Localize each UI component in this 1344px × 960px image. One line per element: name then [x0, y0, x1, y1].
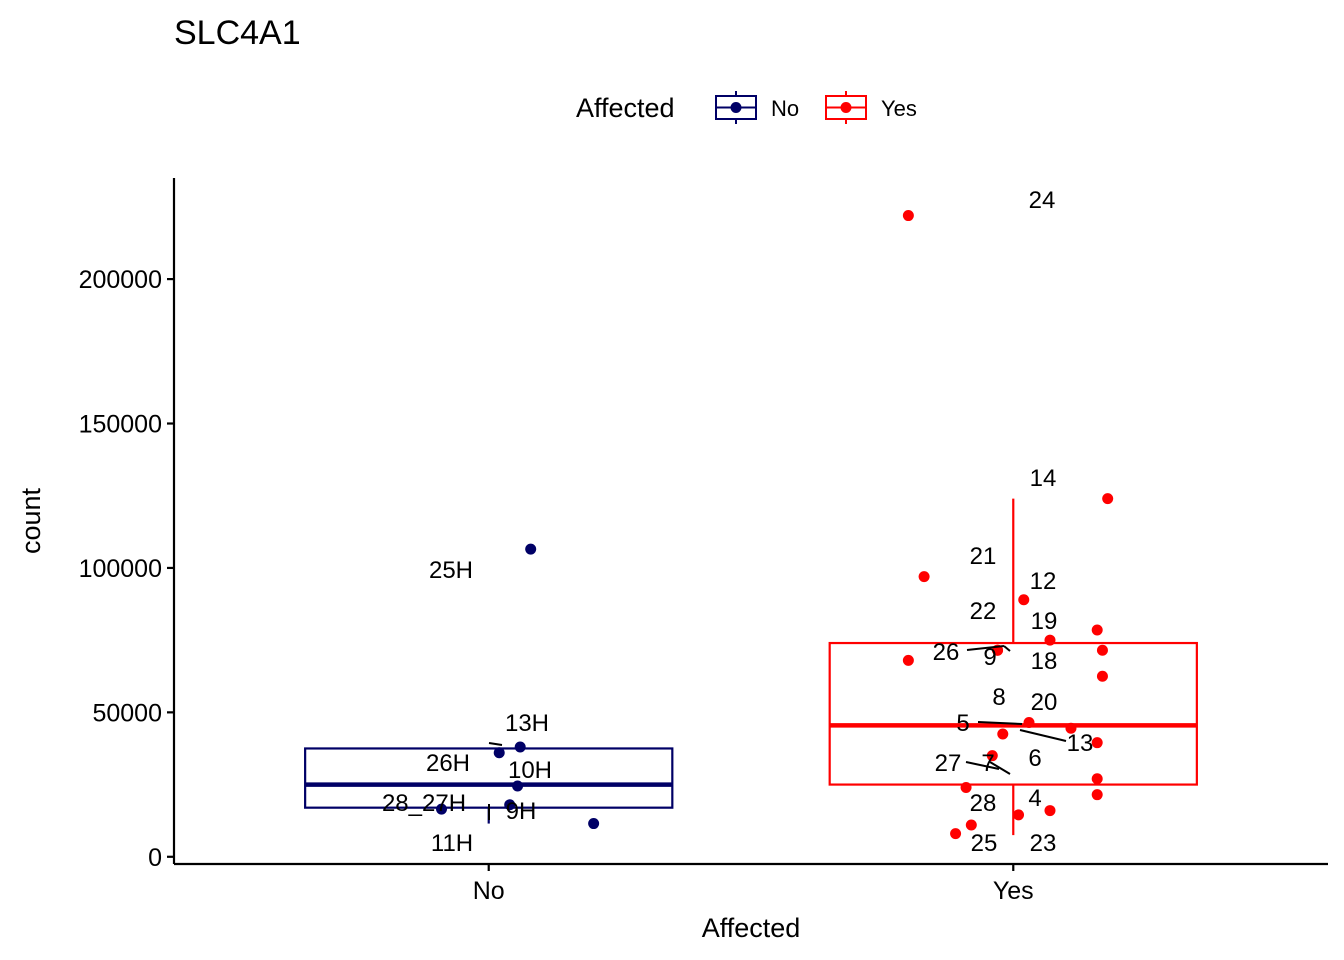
data-point [1044, 805, 1056, 817]
legend-label: No [771, 96, 799, 121]
data-point [514, 741, 526, 753]
point-label: 12 [1030, 568, 1057, 595]
point-label: 18 [1031, 648, 1058, 675]
data-point [960, 781, 972, 793]
x-axis-ticks: No Yes [473, 864, 1034, 905]
point-label: 23 [1030, 830, 1057, 857]
data-point [1091, 624, 1103, 636]
x-tick-label: No [473, 877, 505, 905]
data-point [512, 780, 524, 792]
data-point [965, 819, 977, 831]
point-label: 26H [426, 750, 470, 777]
legend-title: Affected [576, 93, 675, 123]
data-point [986, 750, 998, 762]
label-leader-line [965, 761, 1000, 770]
point-label: 19 [1031, 608, 1058, 635]
label-leader-line [488, 742, 503, 746]
label-leader-line [1019, 729, 1067, 742]
data-point [1096, 644, 1108, 656]
y-tick-label: 150000 [79, 411, 162, 439]
data-point [525, 543, 537, 555]
data-point [918, 571, 930, 583]
point-label: 10H [508, 757, 552, 784]
data-point [1065, 722, 1077, 734]
points-yes [902, 210, 1114, 840]
point-label: 20 [1031, 689, 1058, 716]
y-tick-label: 200000 [79, 266, 162, 294]
point-label: 5 [956, 710, 969, 737]
point-label: 13H [505, 710, 549, 737]
legend-label: Yes [881, 96, 917, 121]
y-tick-label: 50000 [92, 699, 162, 727]
x-tick-label: Yes [993, 877, 1034, 905]
points-no [436, 543, 600, 830]
point-label: 6 [1028, 745, 1041, 772]
point-label: 14 [1030, 465, 1057, 492]
chart-title: SLC4A1 [174, 14, 301, 52]
box-yes [828, 498, 1198, 836]
data-point [902, 654, 914, 666]
point-label: 8 [992, 684, 1005, 711]
point-label: 28_27H [382, 790, 466, 817]
point-label: 24 [1029, 187, 1056, 214]
y-tick-label: 0 [148, 844, 162, 872]
point-label: 27 [935, 750, 962, 777]
legend-key-point [730, 102, 742, 113]
y-axis-title: count [16, 487, 46, 554]
y-axis-ticks: 0 50000 100000 150000 200000 [79, 266, 174, 872]
data-point [1102, 493, 1114, 505]
data-point [436, 803, 448, 815]
point-label: 22 [970, 598, 997, 625]
legend-key-point [840, 102, 852, 113]
point-label: 21 [970, 543, 997, 570]
data-point [588, 818, 600, 830]
data-point [493, 747, 505, 759]
x-axis-title: Affected [702, 913, 801, 943]
legend-entry-yes: Yes [825, 91, 917, 124]
point-label: 28 [970, 790, 997, 817]
box-iqr [304, 747, 674, 809]
label-leader-line [977, 721, 1023, 725]
data-point [504, 799, 516, 811]
plot-area: 24 14 21 12 22 19 26 9 18 8 20 5 13 6 27 7 4 28 25 23 25H 13H… [304, 187, 1198, 857]
label-leader-line [989, 761, 1011, 775]
data-point [1091, 737, 1103, 749]
label-leader-line [966, 645, 1005, 651]
point-label: 13 [1067, 730, 1094, 757]
point-labels: 24 14 21 12 22 19 26 9 18 8 20 5 13 6 27 7 4 28 25 23 25H 13H… [382, 187, 1093, 857]
point-label: 25 [971, 830, 998, 857]
box-iqr [828, 641, 1198, 786]
data-point [1013, 809, 1025, 821]
data-point [1091, 773, 1103, 785]
data-point [1018, 594, 1030, 606]
y-tick-label: 100000 [79, 555, 162, 583]
legend: Affected No Yes [576, 91, 917, 124]
point-label: 25H [429, 557, 473, 584]
point-label: 9 [983, 644, 996, 671]
label-leader-line [1003, 645, 1011, 652]
data-point [950, 828, 962, 840]
data-point [1023, 716, 1035, 728]
point-label: 9H [506, 798, 537, 825]
data-point [1044, 634, 1056, 646]
legend-entry-no: No [715, 91, 799, 124]
point-label: 11H [431, 830, 473, 857]
point-label: 7 [981, 750, 994, 777]
data-point [902, 210, 914, 222]
data-point [997, 728, 1009, 740]
point-label: 4 [1028, 785, 1041, 812]
point-label: 26 [933, 639, 960, 666]
data-point [1096, 670, 1108, 682]
data-point [1091, 789, 1103, 801]
